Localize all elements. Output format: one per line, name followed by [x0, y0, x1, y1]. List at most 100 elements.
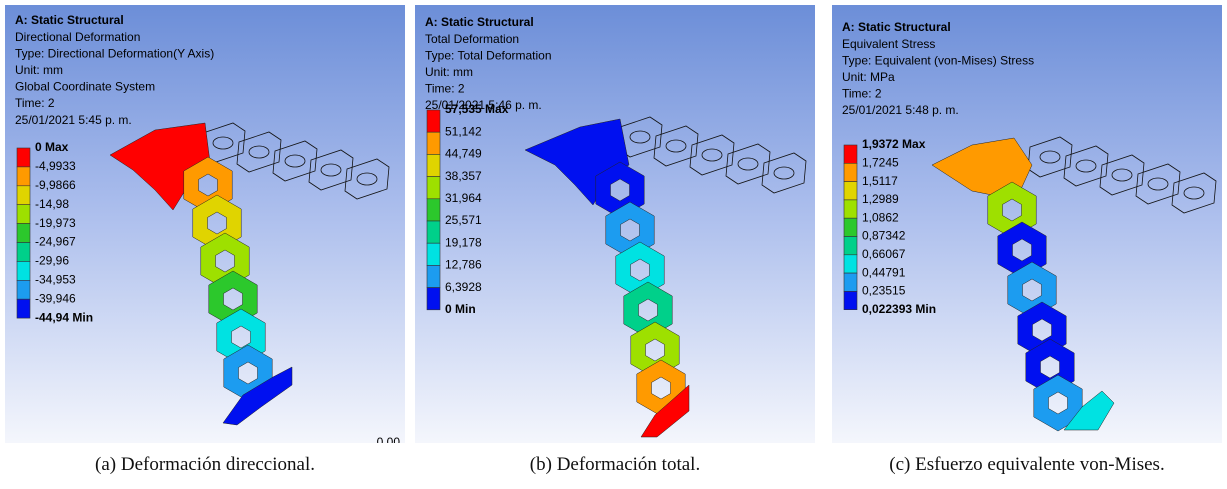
legend-swatch: [427, 288, 440, 310]
legend-swatch: [427, 265, 440, 287]
legend-label: 1,2989: [862, 192, 899, 206]
legend-label: 6,3928: [445, 280, 482, 294]
legend-swatch: [844, 291, 857, 309]
legend-swatch: [17, 243, 30, 262]
body-arm: [525, 119, 629, 205]
legend-label: -19,973: [35, 216, 76, 230]
wireframe: [321, 164, 341, 176]
panel: A: Static Structural Equivalent Stress Typ…: [832, 5, 1222, 443]
legend-label: 1,7245: [862, 155, 899, 169]
legend-label: 1,9372 Max: [862, 137, 926, 151]
header-line: A: Static Structural: [425, 15, 534, 29]
wireframe: [1028, 137, 1072, 177]
wireframe: [345, 159, 389, 199]
legend-label: 0 Min: [445, 302, 476, 316]
legend-swatch: [17, 205, 30, 224]
page: A: Static Structural Directional Deformat…: [0, 0, 1227, 489]
wireframe: [1112, 169, 1132, 181]
legend-swatch: [427, 177, 440, 199]
header-line: Time: 2: [842, 87, 882, 101]
legend-swatch: [844, 273, 857, 291]
legend-swatch: [844, 182, 857, 200]
legend-label: 51,142: [445, 124, 482, 138]
legend-swatch: [17, 280, 30, 299]
legend-label: 0,66067: [862, 247, 906, 261]
legend-swatch: [17, 148, 30, 167]
legend-label: 12,786: [445, 258, 482, 272]
legend-swatch: [17, 186, 30, 205]
legend-label: 31,964: [445, 191, 482, 205]
header-line: 25/01/2021 5:48 p. m.: [842, 103, 959, 117]
legend-swatch: [844, 200, 857, 218]
header-line: Unit: mm: [15, 63, 63, 77]
caption: (c) Esfuerzo equivalente von-Mises.: [817, 454, 1227, 476]
legend-label: -44,94 Min: [35, 310, 93, 324]
wireframe: [702, 149, 722, 161]
header-line: Type: Directional Deformation(Y Axis): [15, 46, 214, 60]
legend-swatch: [844, 255, 857, 273]
wireframe: [738, 158, 758, 170]
wireframe: [1148, 178, 1168, 190]
legend-label: -34,953: [35, 272, 76, 286]
caption: (b) Deformación total.: [405, 454, 825, 476]
wireframe: [1172, 173, 1216, 213]
wireframe: [237, 132, 281, 172]
header-line: Type: Total Deformation: [425, 48, 552, 62]
legend-label: -24,967: [35, 235, 76, 249]
legend-swatch: [844, 145, 857, 163]
header-line: A: Static Structural: [842, 20, 951, 34]
legend-label: -4,9933: [35, 159, 76, 173]
header-line: Directional Deformation: [15, 30, 140, 44]
legend-label: 0,87342: [862, 229, 906, 243]
legend-swatch: [427, 154, 440, 176]
corner-label: 0,00: [377, 435, 401, 443]
legend-label: -29,96: [35, 254, 69, 268]
header-line: 25/01/2021 5:45 p. m.: [15, 113, 132, 127]
wireframe: [1100, 155, 1144, 195]
wireframe: [357, 173, 377, 185]
wireframe: [630, 131, 650, 143]
legend-swatch: [17, 224, 30, 243]
wireframe: [249, 146, 269, 158]
legend-label: 25,571: [445, 213, 482, 227]
legend-swatch: [427, 132, 440, 154]
panel: A: Static Structural Total Deformation Typ…: [415, 5, 815, 443]
header-line: Type: Equivalent (von-Mises) Stress: [842, 53, 1034, 67]
header-line: Total Deformation: [425, 32, 519, 46]
wireframe: [1184, 187, 1204, 199]
legend-swatch: [844, 218, 857, 236]
panel-svg: A: Static Structural Equivalent Stress Typ…: [832, 5, 1222, 443]
legend-swatch: [427, 221, 440, 243]
wireframe: [309, 150, 353, 190]
wireframe: [762, 153, 806, 193]
caption: (a) Deformación direccional.: [0, 454, 415, 476]
wireframe: [213, 137, 233, 149]
wireframe: [690, 135, 734, 175]
header-line: Unit: MPa: [842, 70, 895, 84]
legend-label: 19,178: [445, 235, 482, 249]
legend-label: 1,0862: [862, 210, 899, 224]
legend-swatch: [427, 110, 440, 132]
wireframe: [666, 140, 686, 152]
header-line: Time: 2: [15, 96, 55, 110]
header-line: Unit: mm: [425, 65, 473, 79]
legend-swatch: [17, 261, 30, 280]
legend-label: 0,44791: [862, 265, 906, 279]
legend-label: 44,749: [445, 147, 482, 161]
legend-label: 38,357: [445, 169, 482, 183]
header-line: Global Coordinate System: [15, 80, 155, 94]
legend-swatch: [844, 237, 857, 255]
legend-label: 0,23515: [862, 284, 906, 298]
wireframe: [273, 141, 317, 181]
legend-swatch: [427, 199, 440, 221]
wireframe: [1136, 164, 1180, 204]
legend-swatch: [427, 243, 440, 265]
panel-svg: A: Static Structural Total Deformation Typ…: [415, 5, 815, 443]
header-line: Time: 2: [425, 82, 465, 96]
wireframe: [1064, 146, 1108, 186]
header-line: Equivalent Stress: [842, 37, 935, 51]
legend-swatch: [17, 167, 30, 186]
legend-label: 1,5117: [862, 174, 898, 188]
